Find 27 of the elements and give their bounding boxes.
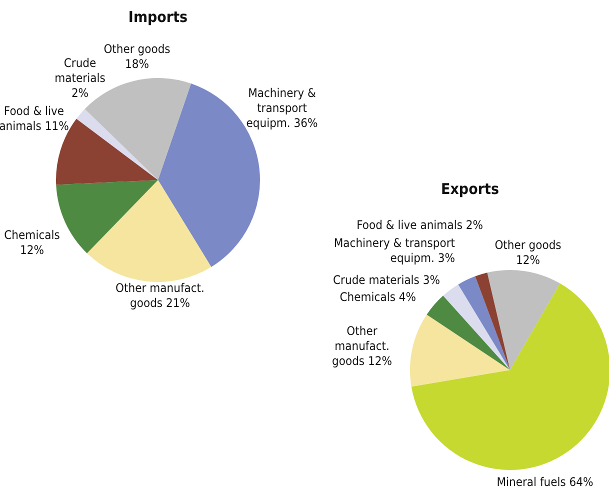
data-label: 12% xyxy=(516,253,540,267)
data-label: 12% xyxy=(20,243,44,257)
slice-label: Machinery & transport equipm. 3% xyxy=(334,236,455,265)
pie-slice xyxy=(426,296,510,370)
data-label: 18% xyxy=(125,57,149,71)
slice-label: Other manufact. goods 21% xyxy=(116,281,204,310)
slice-label: Other manufact. goods 12% xyxy=(332,324,392,368)
pie-slice xyxy=(475,272,510,370)
slice-label: Food & live animals 11% xyxy=(0,104,69,133)
chart-title: Exports xyxy=(440,180,500,198)
slice-label: Food & live animals 2% xyxy=(356,218,483,232)
slice-label: Other goods xyxy=(104,42,171,56)
slice-label: Chemicals xyxy=(4,228,60,242)
slice-label: Machinery & transport equipm. 36% xyxy=(246,86,318,130)
slice-label: Crude materials 3% xyxy=(333,273,440,287)
slice-label: Other goods xyxy=(494,238,562,252)
pie-slice xyxy=(76,109,158,180)
slice-label: Mineral fuels 64% xyxy=(496,475,594,489)
pie-slice xyxy=(410,314,510,387)
pie-slice xyxy=(443,284,510,370)
slice-label: Chemicals 4% xyxy=(340,290,416,304)
pie-slice xyxy=(487,270,560,370)
chart-title: Imports xyxy=(128,8,188,26)
slice-label: Crude materials xyxy=(54,56,106,85)
data-label: 2% xyxy=(71,86,89,100)
pie-slice xyxy=(458,276,510,370)
pie-slice xyxy=(87,180,212,282)
